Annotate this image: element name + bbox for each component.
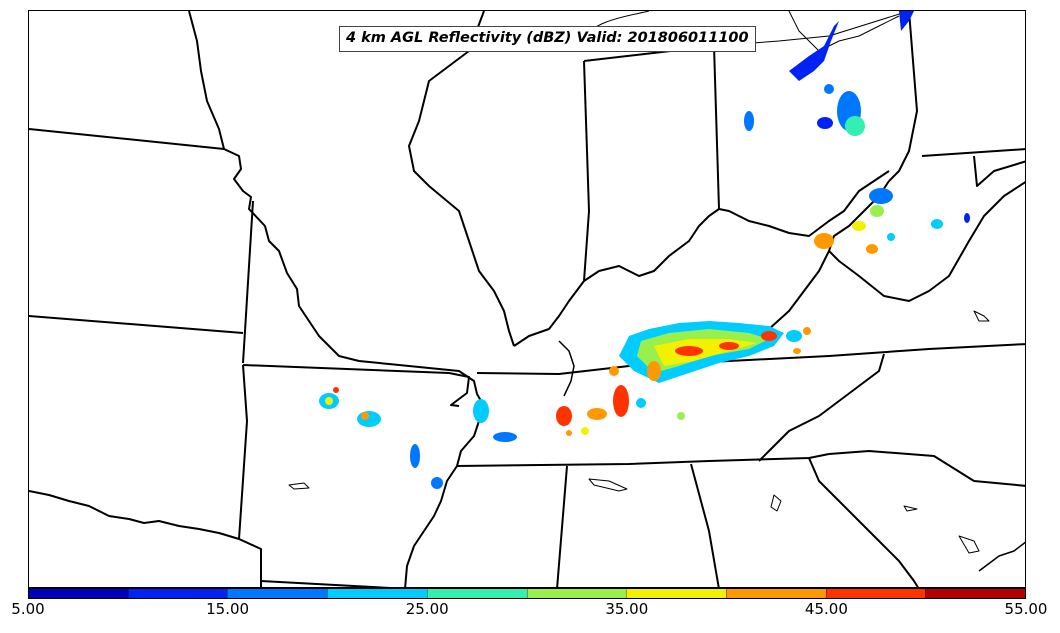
map-canvas — [29, 11, 1025, 587]
lake-outline — [958, 535, 980, 554]
lake-outline — [288, 482, 310, 490]
kentucky-lake — [558, 340, 575, 397]
radar-echo — [647, 361, 661, 381]
radar-echo — [473, 399, 489, 423]
state-boundary — [973, 155, 1025, 187]
radar-echo — [609, 366, 619, 376]
coastline — [978, 541, 1025, 572]
radar-echo — [587, 408, 607, 420]
map-title: 4 km AGL Reflectivity (dBZ) Valid: 20180… — [339, 26, 756, 52]
radar-echo — [493, 432, 517, 442]
colorbar-segment — [626, 589, 726, 598]
radar-echo — [325, 397, 333, 405]
radar-echo — [803, 327, 811, 335]
state-boundary — [408, 11, 515, 347]
state-boundary — [758, 353, 885, 462]
colorbar-segment — [725, 589, 826, 598]
state-boundary — [260, 580, 391, 587]
radar-echo — [581, 427, 589, 435]
ohio-river-boundary — [513, 170, 890, 347]
radar-echo — [677, 412, 685, 420]
reflectivity-colorbar — [28, 588, 1026, 599]
colorbar-tick-label: 15.00 — [206, 600, 250, 618]
map-panel: 4 km AGL Reflectivity (dBZ) Valid: 20180… — [28, 10, 1026, 588]
colorbar-segment — [327, 589, 427, 598]
radar-echo — [870, 205, 884, 217]
lake-outline — [588, 478, 628, 492]
state-boundary — [921, 148, 1025, 157]
radar-echo — [361, 412, 369, 420]
state-boundary — [690, 463, 720, 587]
state-boundary — [29, 315, 244, 334]
state-boundary — [828, 450, 1025, 487]
radar-echo — [410, 444, 420, 468]
state-boundary — [583, 45, 720, 210]
state-boundary — [888, 11, 918, 182]
radar-echo — [845, 116, 865, 136]
radar-echo — [824, 84, 834, 94]
state-boundary — [476, 343, 1025, 375]
radar-echo — [814, 233, 834, 249]
radar-echo — [887, 233, 895, 241]
colorbar-segment — [29, 589, 128, 598]
radar-echo — [852, 221, 866, 231]
colorbar-segment — [426, 589, 527, 598]
state-boundary — [238, 364, 262, 587]
lake-outline — [973, 310, 990, 322]
radar-echo — [931, 219, 943, 229]
lake-outline — [903, 505, 918, 512]
colorbar-segment — [526, 589, 627, 598]
colorbar-segment — [925, 589, 1026, 598]
state-boundary — [242, 364, 470, 407]
colorbar-tick-label: 35.00 — [605, 600, 649, 618]
radar-echo — [636, 398, 646, 408]
radar-echo — [899, 11, 914, 31]
colorbar-segment — [227, 589, 328, 598]
lake-outline — [770, 494, 782, 512]
radar-echo — [333, 387, 339, 393]
state-boundary — [808, 457, 919, 587]
state-boundary — [583, 60, 590, 282]
colorbar-tick-label: 5.00 — [11, 600, 45, 618]
radar-echoes — [319, 11, 970, 489]
lake-shoreline — [788, 11, 900, 52]
state-boundary — [242, 200, 254, 364]
radar-echo — [786, 330, 802, 342]
radar-echo — [675, 346, 703, 356]
colorbar-tick-label: 45.00 — [804, 600, 848, 618]
radar-echo — [744, 111, 754, 131]
radar-echo — [566, 430, 572, 436]
radar-echo — [556, 406, 572, 426]
colorbar-tick-label: 55.00 — [1004, 600, 1048, 618]
red-river-boundary — [29, 490, 240, 540]
mississippi-river-boundary — [404, 393, 485, 587]
state-boundary — [456, 453, 830, 467]
state-boundary — [556, 465, 568, 587]
colorbar-segment — [825, 589, 926, 598]
colorbar-tick-label: 25.00 — [405, 600, 449, 618]
radar-echo — [817, 117, 833, 129]
radar-echo — [761, 331, 777, 341]
radar-echo — [789, 21, 839, 81]
radar-echo — [964, 213, 970, 223]
radar-echo — [431, 477, 443, 489]
radar-echo — [869, 188, 893, 204]
state-boundary — [29, 128, 225, 150]
radar-echo — [719, 342, 739, 350]
state-boundary — [828, 180, 1025, 302]
radar-echo — [613, 385, 629, 417]
radar-echo — [793, 348, 801, 354]
radar-echo — [357, 411, 381, 427]
colorbar-segment — [127, 589, 228, 598]
mississippi-river-boundary — [188, 11, 478, 395]
radar-echo — [866, 244, 878, 254]
